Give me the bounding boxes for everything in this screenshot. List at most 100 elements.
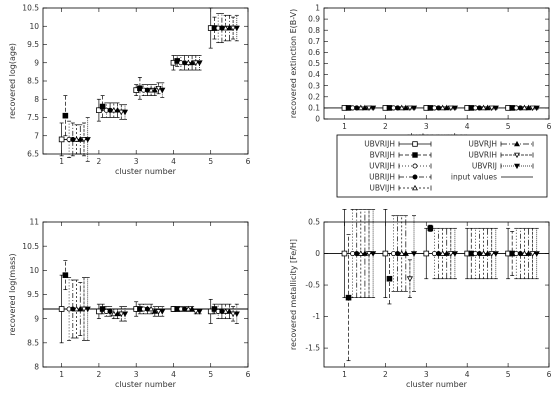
marker-p3-s2-c4 bbox=[513, 250, 519, 257]
y-tick-label-3-3: 0 bbox=[315, 249, 320, 258]
y-tick-label-0-6: 9.5 bbox=[27, 40, 39, 49]
marker-p3-s0-c2 bbox=[423, 250, 430, 257]
marker-p3-s4-c2 bbox=[439, 250, 446, 256]
legend-entry-7: UBVRIJ bbox=[472, 162, 534, 171]
y-axis-label-0: recovered log(age) bbox=[8, 43, 17, 119]
x-tick-label-0-2: 3 bbox=[134, 157, 139, 166]
series-1-2 bbox=[350, 105, 519, 111]
y-tick-label-1-8: 0.8 bbox=[308, 26, 320, 35]
y-tick-label-1-10: 1 bbox=[315, 4, 320, 13]
marker-p0-s6-c1 bbox=[118, 109, 125, 116]
series-2-1 bbox=[62, 260, 218, 315]
x-tick-label-3-2: 3 bbox=[424, 370, 429, 379]
y-axis-label-1: recovered extinction E(B-V) bbox=[289, 9, 298, 119]
series-3-6 bbox=[365, 209, 536, 299]
series-0-6 bbox=[80, 16, 237, 157]
y-tick-label-2-5: 10.5 bbox=[22, 242, 39, 251]
marker-p3-s5-c1 bbox=[402, 250, 409, 256]
legend-marker-5 bbox=[514, 140, 520, 147]
marker-p2-s4-c0 bbox=[73, 305, 80, 312]
marker-p3-s1-c0 bbox=[345, 294, 352, 301]
series-3-4 bbox=[357, 209, 528, 299]
y-tick-label-1-5: 0.5 bbox=[308, 59, 320, 68]
marker-p3-s5-c0 bbox=[361, 250, 368, 256]
marker-p1-s5-c1 bbox=[402, 104, 409, 111]
marker-p1-s3-c0 bbox=[354, 105, 360, 111]
legend-entry-1: BVRIJH bbox=[370, 151, 432, 160]
marker-p3-s4-c1 bbox=[398, 250, 405, 256]
series-0-3 bbox=[70, 13, 225, 157]
marker-p3-s3-c2 bbox=[435, 250, 442, 257]
marker-p1-s3-c4 bbox=[517, 105, 523, 111]
y-tick-label-2-2: 9 bbox=[34, 314, 39, 323]
series-0-7 bbox=[84, 14, 240, 162]
marker-p3-s6-c4 bbox=[529, 251, 536, 257]
legend-label-0: UBVRIJH bbox=[364, 140, 395, 149]
x-axis-label-2: cluster number bbox=[115, 380, 177, 389]
marker-p2-s4-c3 bbox=[185, 305, 192, 312]
marker-p0-s0-c0 bbox=[58, 136, 65, 143]
marker-p0-s1-c0 bbox=[62, 112, 69, 119]
marker-p1-s2-c3 bbox=[472, 105, 478, 111]
marker-p3-s7-c2 bbox=[451, 251, 458, 257]
marker-p0-s4-c2 bbox=[148, 86, 155, 93]
marker-p0-s4-c3 bbox=[185, 59, 192, 66]
series-0-5 bbox=[77, 14, 233, 155]
marker-p0-s5-c2 bbox=[151, 86, 158, 93]
legend-entry-5: UBVRJH bbox=[468, 140, 534, 149]
marker-p0-s4-c1 bbox=[110, 106, 117, 113]
marker-p0-s5-c3 bbox=[189, 59, 196, 66]
y-tick-label-1-1: 0.1 bbox=[308, 104, 320, 113]
marker-p2-s5-c2 bbox=[151, 308, 158, 314]
marker-p0-s7-c4 bbox=[233, 25, 240, 32]
marker-p3-s2-c2 bbox=[431, 250, 438, 257]
marker-p3-s6-c1 bbox=[406, 276, 413, 282]
marker-p3-s3-c4 bbox=[517, 250, 523, 257]
marker-p1-s5-c0 bbox=[361, 104, 368, 111]
series-1-4 bbox=[357, 104, 528, 111]
legend-label-8: input values bbox=[451, 173, 497, 182]
marker-p1-s7-c4 bbox=[533, 105, 540, 112]
marker-p1-s5-c2 bbox=[443, 104, 450, 111]
marker-p1-s7-c2 bbox=[451, 105, 458, 112]
marker-p2-s6-c3 bbox=[192, 309, 199, 315]
x-tick-label-1-5: 6 bbox=[547, 122, 552, 131]
marker-p2-s4-c4 bbox=[222, 308, 229, 314]
series-3-3 bbox=[354, 209, 523, 299]
legend-marker-1 bbox=[412, 152, 418, 158]
y-tick-label-0-7: 10 bbox=[29, 22, 39, 31]
y-tick-label-0-2: 7.5 bbox=[27, 113, 39, 122]
series-1-7 bbox=[370, 105, 540, 112]
y-tick-label-1-6: 0.6 bbox=[308, 48, 320, 57]
y-tick-label-1-0: 0 bbox=[315, 115, 320, 124]
marker-p0-s7-c1 bbox=[121, 109, 129, 116]
series-0-2 bbox=[66, 13, 221, 158]
marker-p1-s4-c1 bbox=[398, 104, 405, 111]
y-tick-label-1-4: 0.4 bbox=[308, 70, 320, 79]
marker-p1-s4-c4 bbox=[521, 104, 528, 111]
y-tick-label-0-1: 7 bbox=[34, 131, 39, 140]
marker-p2-s4-c2 bbox=[148, 305, 155, 312]
y-tick-label-0-8: 10.5 bbox=[22, 4, 39, 13]
y-tick-label-3-1: -1 bbox=[313, 312, 321, 321]
x-tick-label-2-5: 6 bbox=[246, 370, 251, 379]
x-tick-label-0-4: 5 bbox=[208, 157, 213, 166]
marker-p1-s2-c4 bbox=[513, 105, 519, 111]
series-3-2 bbox=[350, 209, 519, 299]
marker-p2-s5-c0 bbox=[77, 305, 84, 312]
series-0-0 bbox=[58, 7, 214, 157]
marker-p2-s1-c4 bbox=[211, 306, 218, 312]
marker-p0-s6-c4 bbox=[230, 25, 237, 32]
x-tick-label-2-3: 4 bbox=[171, 370, 176, 379]
legend-label-2: UVRIJH bbox=[369, 162, 395, 171]
marker-p3-s3-c3 bbox=[476, 250, 483, 257]
legend-label-3: UBRIJH bbox=[369, 173, 395, 182]
x-tick-label-2-0: 1 bbox=[59, 370, 64, 379]
y-tick-label-3-4: 0.5 bbox=[308, 218, 320, 227]
y-tick-label-3-2: -0.5 bbox=[305, 281, 320, 290]
series-0-4 bbox=[73, 14, 229, 155]
marker-p0-s4-c4 bbox=[222, 24, 229, 31]
series-3-0 bbox=[341, 209, 511, 299]
x-tick-label-3-3: 4 bbox=[465, 370, 470, 379]
y-tick-label-0-5: 9 bbox=[34, 58, 39, 67]
